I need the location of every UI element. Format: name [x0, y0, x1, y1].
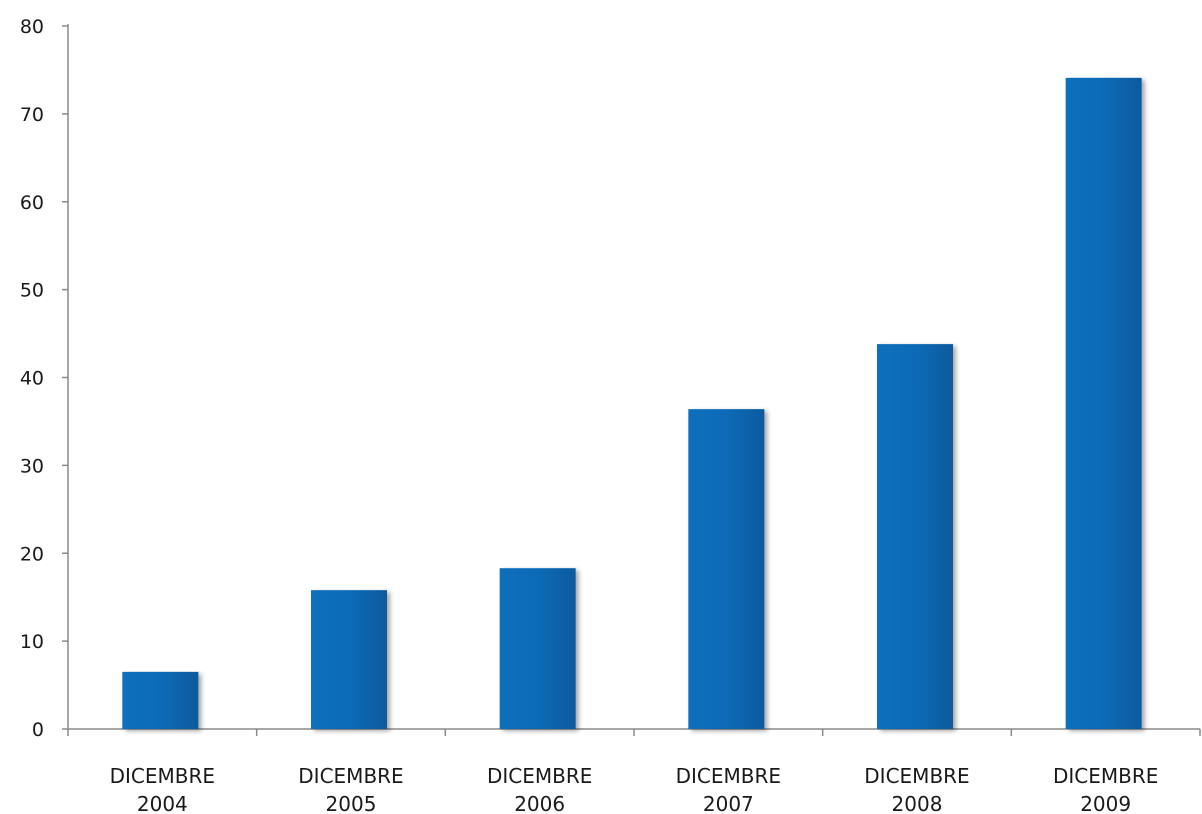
- x-category-label: DICEMBRE: [1053, 764, 1158, 788]
- bars: [122, 77, 1142, 729]
- y-tick-label: 40: [20, 368, 44, 390]
- y-tick-label: 70: [20, 104, 44, 126]
- y-tick-label: 60: [20, 192, 44, 214]
- y-tick-label: 80: [20, 16, 44, 38]
- x-category-label: 2006: [514, 792, 565, 814]
- bar: [688, 409, 765, 729]
- bar: [877, 344, 953, 729]
- x-category-label: DICEMBRE: [864, 764, 969, 788]
- x-category-label: 2007: [703, 792, 754, 814]
- y-axis: 0 10 20 30 40 50 60 70 80: [20, 16, 69, 741]
- y-tick-label: 0: [32, 719, 44, 741]
- x-category-label: DICEMBRE: [298, 764, 403, 788]
- x-category-label: DICEMBRE: [487, 764, 592, 788]
- x-category-label: DICEMBRE: [110, 764, 215, 788]
- x-category-label: DICEMBRE: [676, 764, 781, 788]
- bar: [122, 671, 199, 729]
- x-category-label: 2008: [892, 792, 943, 814]
- y-tick-label: 20: [20, 543, 44, 565]
- bar: [499, 568, 576, 729]
- bar: [1065, 77, 1142, 729]
- x-category-label: 2005: [326, 792, 377, 814]
- y-tick-label: 50: [20, 280, 44, 302]
- x-category-label: 2009: [1080, 792, 1131, 814]
- y-tick-label: 10: [20, 631, 44, 653]
- bar: [311, 590, 387, 729]
- x-axis: [67, 728, 1201, 736]
- x-category-label: 2004: [137, 792, 188, 814]
- category-labels: DICEMBRE 2004 DICEMBRE 2005 DICEMBRE 2006 DICE…: [110, 764, 1159, 814]
- y-tick-label: 30: [20, 455, 44, 477]
